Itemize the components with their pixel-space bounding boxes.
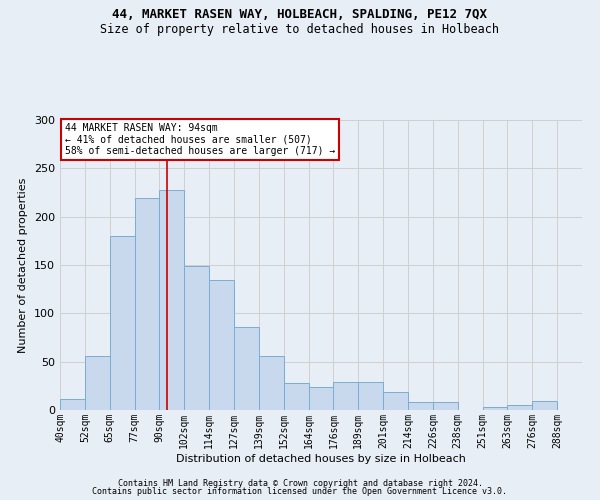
Text: Contains public sector information licensed under the Open Government Licence v3: Contains public sector information licen… [92, 487, 508, 496]
Text: Size of property relative to detached houses in Holbeach: Size of property relative to detached ho… [101, 22, 499, 36]
Bar [85, 356, 110, 410]
Text: 44, MARKET RASEN WAY, HOLBEACH, SPALDING, PE12 7QX: 44, MARKET RASEN WAY, HOLBEACH, SPALDING… [113, 8, 487, 20]
Text: Contains HM Land Registry data © Crown copyright and database right 2024.: Contains HM Land Registry data © Crown c… [118, 478, 482, 488]
X-axis label: Distribution of detached houses by size in Holbeach: Distribution of detached houses by size … [176, 454, 466, 464]
Bar [433, 402, 458, 410]
Text: 44 MARKET RASEN WAY: 94sqm
← 41% of detached houses are smaller (507)
58% of sem: 44 MARKET RASEN WAY: 94sqm ← 41% of deta… [65, 123, 335, 156]
Bar [60, 400, 85, 410]
Bar [383, 392, 408, 410]
Bar [184, 266, 209, 410]
Bar [234, 327, 259, 410]
Bar [284, 383, 308, 410]
Bar [482, 407, 508, 410]
Bar [160, 190, 184, 410]
Bar [308, 387, 334, 410]
Bar [408, 402, 433, 410]
Bar [209, 280, 234, 410]
Bar [532, 402, 557, 410]
Y-axis label: Number of detached properties: Number of detached properties [19, 178, 28, 352]
Bar [358, 382, 383, 410]
Bar [334, 382, 358, 410]
Bar [134, 198, 160, 410]
Bar [508, 405, 532, 410]
Bar [110, 236, 134, 410]
Bar [259, 356, 284, 410]
